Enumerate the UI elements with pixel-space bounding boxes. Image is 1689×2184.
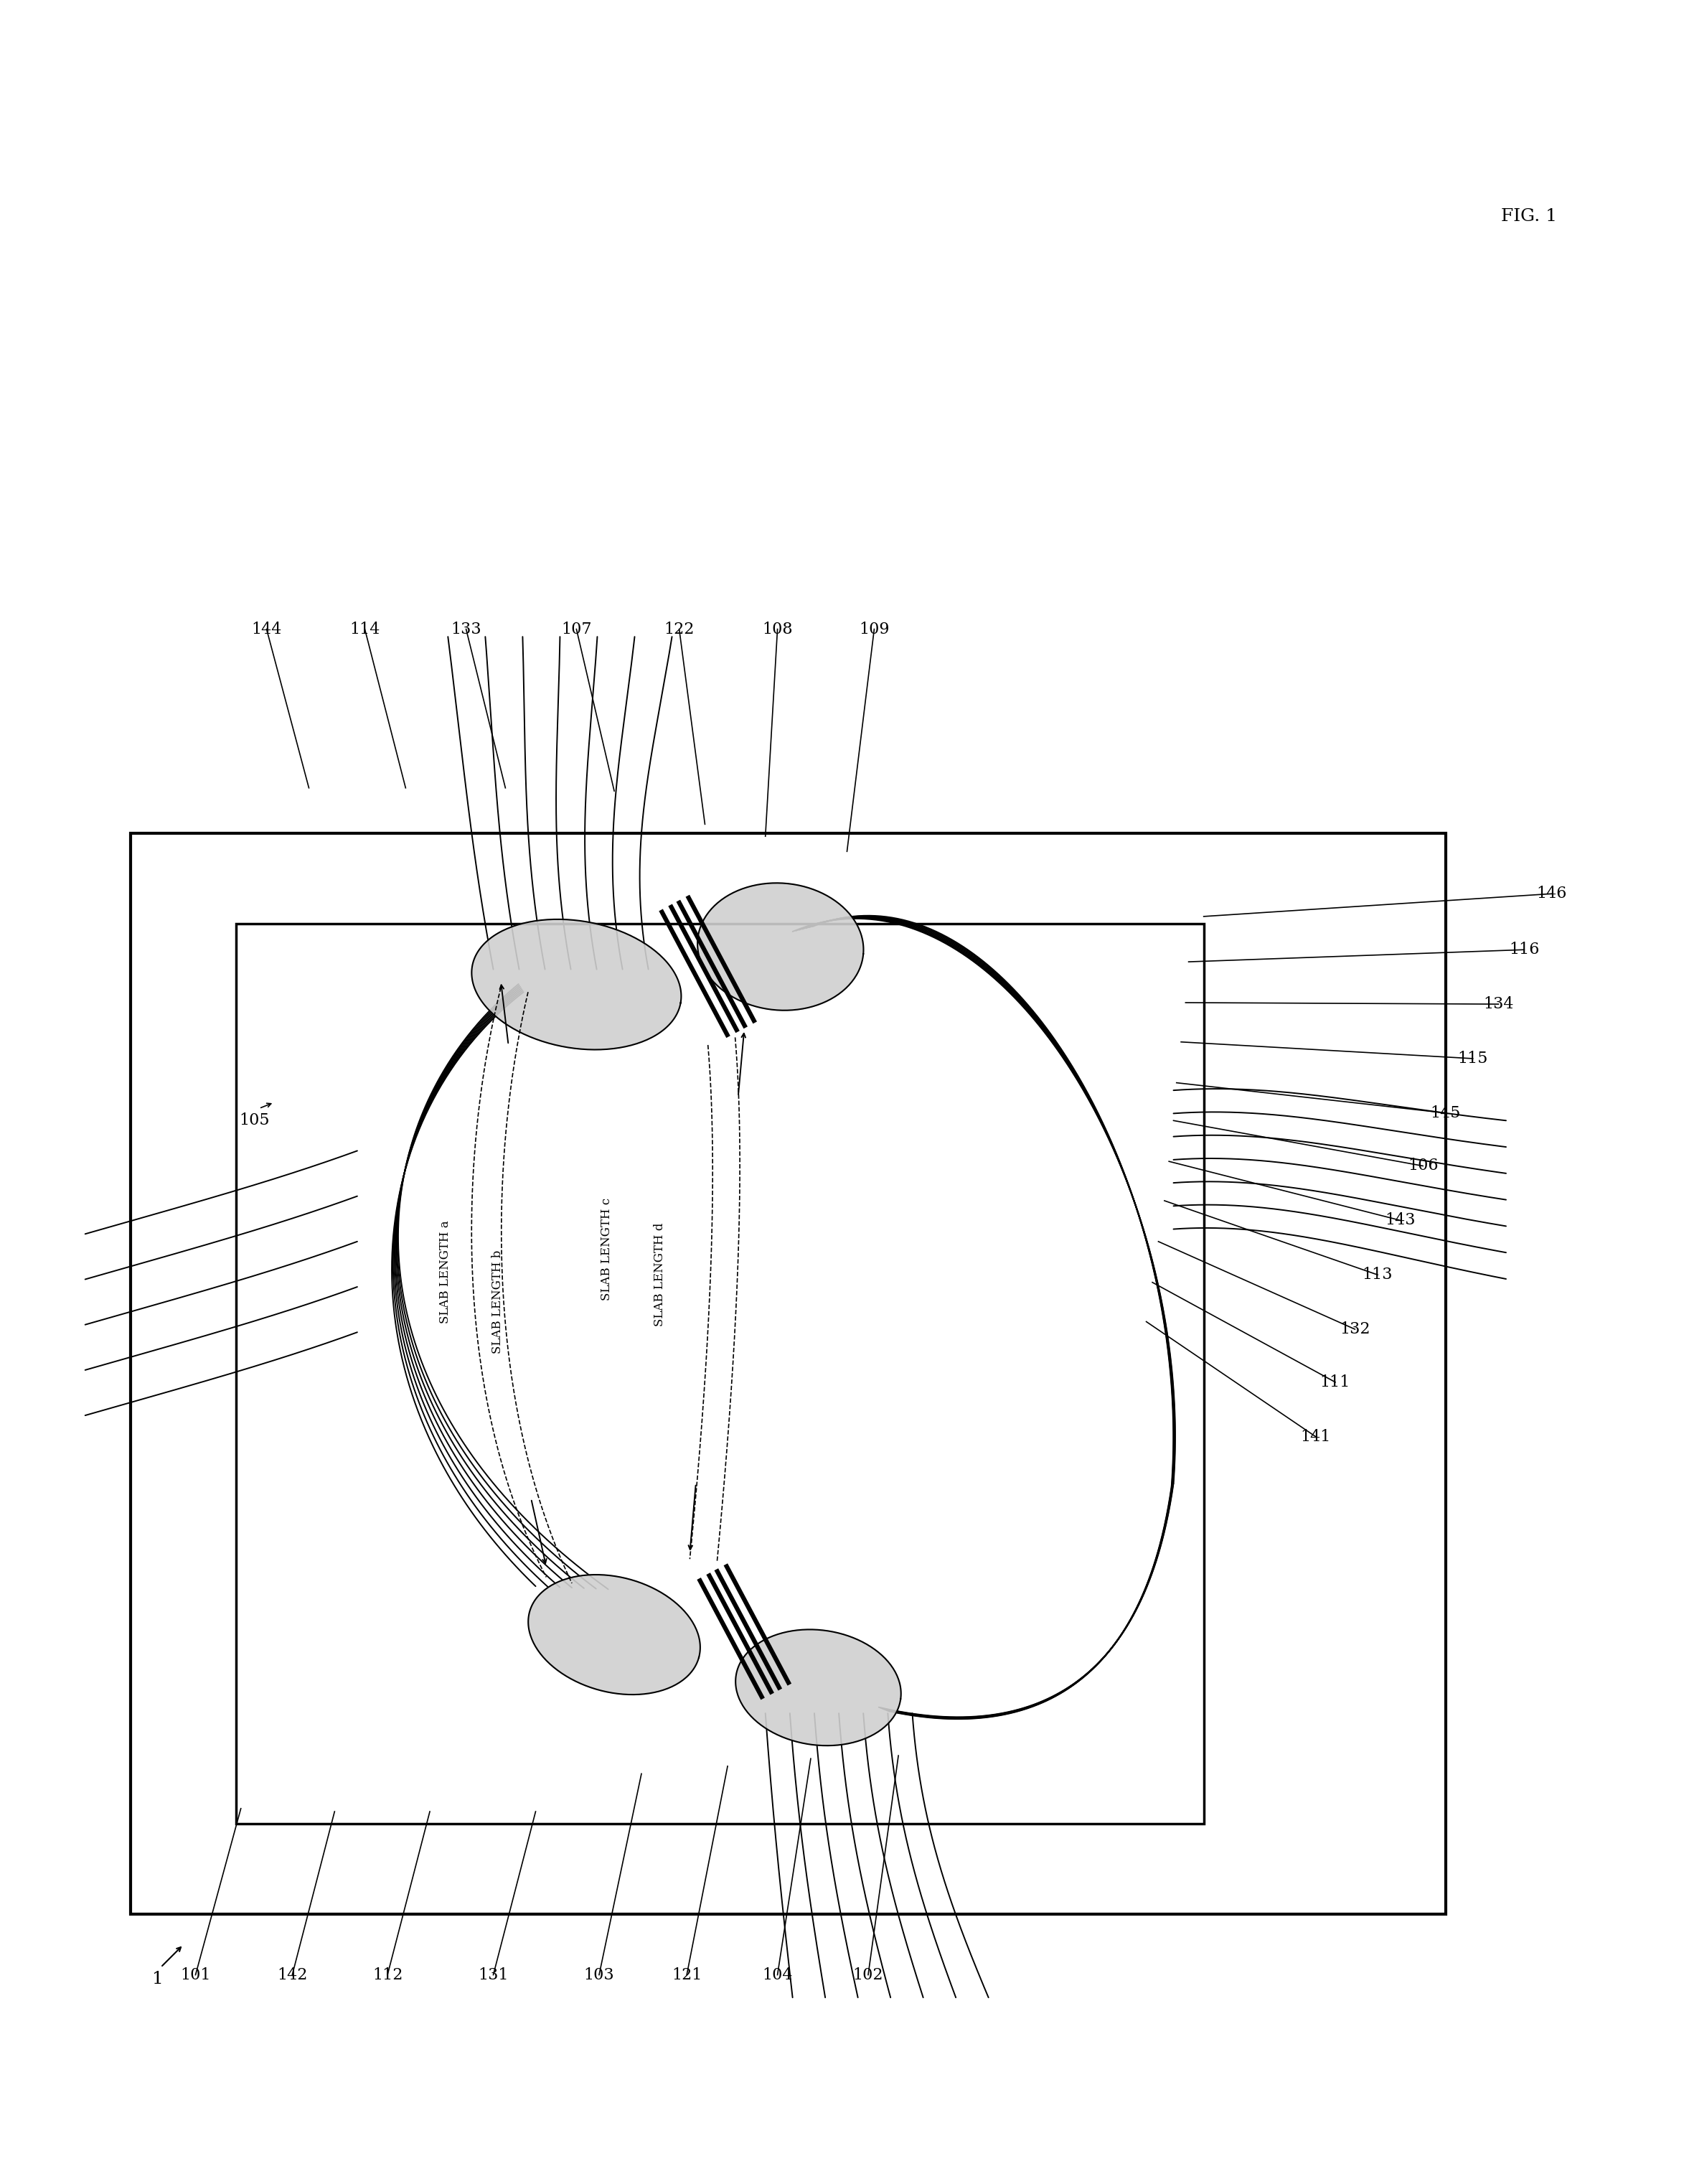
Text: 115: 115 bbox=[1458, 1051, 1488, 1066]
Text: 105: 105 bbox=[240, 1112, 270, 1129]
Text: 132: 132 bbox=[1339, 1321, 1370, 1337]
Text: 113: 113 bbox=[1363, 1267, 1393, 1282]
Polygon shape bbox=[736, 1629, 900, 1745]
Text: SLAB LENGTH a: SLAB LENGTH a bbox=[439, 1221, 451, 1324]
Polygon shape bbox=[698, 882, 863, 1011]
Text: 107: 107 bbox=[561, 620, 591, 638]
Text: 141: 141 bbox=[1301, 1428, 1331, 1444]
Text: 133: 133 bbox=[451, 620, 481, 638]
Bar bbox=[236, 924, 1204, 1824]
Text: 122: 122 bbox=[664, 620, 694, 638]
Text: 121: 121 bbox=[672, 1968, 703, 1983]
Text: 102: 102 bbox=[853, 1968, 883, 1983]
Text: SLAB LENGTH b: SLAB LENGTH b bbox=[491, 1249, 503, 1354]
Text: 143: 143 bbox=[1385, 1212, 1415, 1227]
Text: 145: 145 bbox=[1431, 1105, 1461, 1120]
Text: 144: 144 bbox=[252, 620, 282, 638]
Text: 134: 134 bbox=[1483, 996, 1513, 1011]
Polygon shape bbox=[529, 1575, 701, 1695]
Text: 111: 111 bbox=[1321, 1374, 1351, 1389]
Text: 1: 1 bbox=[152, 1972, 164, 1987]
Text: FIG. 1: FIG. 1 bbox=[1502, 207, 1557, 225]
Text: 104: 104 bbox=[762, 1968, 792, 1983]
Text: 106: 106 bbox=[1407, 1158, 1437, 1173]
Text: 142: 142 bbox=[277, 1968, 307, 1983]
Text: 114: 114 bbox=[350, 620, 380, 638]
Text: 146: 146 bbox=[1537, 887, 1567, 902]
Text: 109: 109 bbox=[860, 620, 890, 638]
Text: 112: 112 bbox=[372, 1968, 402, 1983]
Text: 103: 103 bbox=[584, 1968, 615, 1983]
Text: SLAB LENGTH c: SLAB LENGTH c bbox=[601, 1197, 613, 1299]
Polygon shape bbox=[471, 919, 681, 1051]
Bar bbox=[130, 834, 1446, 1915]
Text: 101: 101 bbox=[181, 1968, 211, 1983]
Text: 131: 131 bbox=[478, 1968, 508, 1983]
Text: 116: 116 bbox=[1508, 941, 1539, 957]
Text: 108: 108 bbox=[762, 620, 792, 638]
Text: SLAB LENGTH d: SLAB LENGTH d bbox=[654, 1223, 665, 1326]
